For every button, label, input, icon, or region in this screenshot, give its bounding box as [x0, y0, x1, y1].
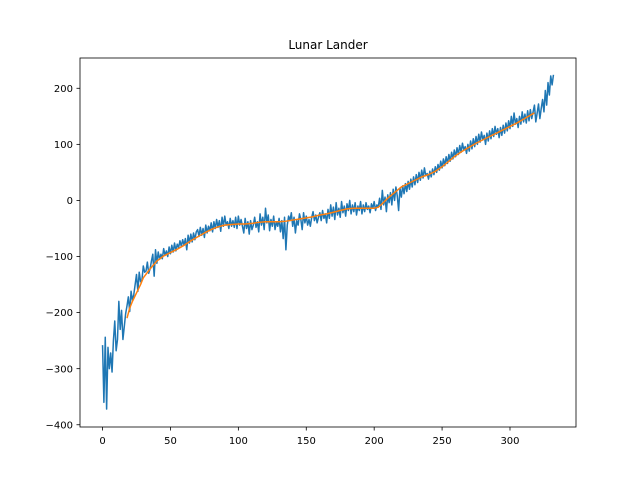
x-tick-label: 250 [433, 436, 452, 447]
y-tick-label: −200 [46, 308, 73, 319]
x-axis-ticks: 0 50 100 150 200 250 300 [99, 427, 520, 447]
plot-frame [79, 57, 577, 428]
x-tick-label: 200 [365, 436, 384, 447]
y-tick-label: 100 [54, 140, 73, 151]
plot-area [80, 58, 576, 427]
x-tick-label: 0 [99, 436, 105, 447]
y-axis-ticks: −400 −300 −200 −100 0 100 200 [46, 84, 80, 431]
series-layer [101, 74, 555, 410]
x-tick-label: 150 [297, 436, 316, 447]
x-tick-label: 100 [229, 436, 248, 447]
series-line-smoothed [126, 112, 535, 319]
y-tick-label: 200 [54, 84, 73, 95]
y-tick-label: −100 [46, 252, 73, 263]
x-tick-label: 50 [164, 436, 177, 447]
y-tick-label: −300 [46, 364, 73, 375]
series-line-raw [101, 74, 555, 410]
x-tick-label: 300 [500, 436, 519, 447]
chart-title: Lunar Lander [288, 38, 367, 52]
y-tick-label: 0 [67, 196, 73, 207]
y-tick-label: −400 [46, 420, 73, 431]
